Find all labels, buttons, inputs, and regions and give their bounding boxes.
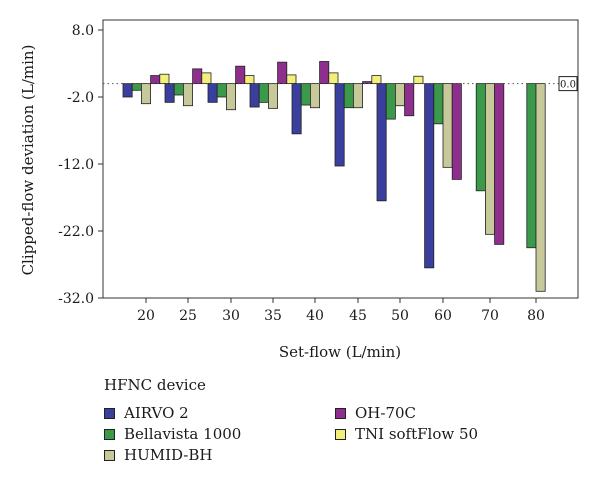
y-tick-label: -12.0 — [58, 157, 94, 173]
legend-item-oh70c: OH-70C — [335, 404, 416, 422]
bar-oh-70c-60 — [451, 83, 462, 180]
x-tick-label: 80 — [527, 308, 545, 324]
bar-oh-70c-70 — [494, 83, 505, 245]
legend-label-airvo2: AIRVO 2 — [124, 404, 189, 422]
x-tick-label: 20 — [137, 308, 155, 324]
x-tick-label: 30 — [222, 308, 240, 324]
bar-bellavista-1000-80 — [526, 83, 537, 249]
bar-oh-70c-30 — [235, 65, 246, 85]
bar-bellavista-1000-60 — [433, 83, 444, 125]
bar-airvo-2-25 — [164, 83, 175, 103]
plot-frame — [102, 19, 579, 299]
x-tick-label: 60 — [434, 308, 452, 324]
x-tick-label: 40 — [306, 308, 324, 324]
legend-swatch-tni — [335, 428, 346, 440]
bar-oh-70c-35 — [277, 61, 288, 85]
legend-swatch-oh70c — [335, 407, 346, 419]
legend-label-bellavista: Bellavista 1000 — [124, 425, 242, 443]
zero-reference-label-box — [558, 76, 578, 92]
bar-humid-bh-30 — [225, 83, 236, 111]
bar-humid-bh-20 — [140, 83, 151, 105]
legend-item-tni: TNI softFlow 50 — [335, 425, 478, 443]
bar-humid-bh-25 — [182, 83, 193, 107]
bar-bellavista-1000-50 — [385, 83, 396, 120]
bar-airvo-2-45 — [334, 83, 345, 167]
bar-oh-70c-20 — [150, 75, 161, 84]
bar-airvo-2-40 — [291, 83, 302, 135]
chart: 8.0 -2.0 -12.0 -22.0 -32.0 20 25 30 35 40 45 50 60 7… — [19, 19, 579, 361]
legend-item-bellavista: Bellavista 1000 — [104, 425, 241, 443]
bar-tni-softflow-50-35 — [286, 74, 297, 84]
bar-bellavista-1000-40 — [300, 83, 311, 106]
bar-tni-softflow-50-30 — [244, 75, 255, 84]
bar-tni-softflow-50-20 — [159, 73, 170, 85]
x-tick-label: 70 — [481, 308, 499, 324]
x-axis-ticks: 20 25 30 35 40 45 50 60 70 80 — [137, 298, 545, 324]
bar-airvo-2-35 — [249, 83, 260, 108]
x-tick-label: 25 — [179, 308, 197, 324]
x-tick-label: 50 — [391, 308, 409, 324]
bar-oh-70c-25 — [192, 68, 203, 85]
y-tick-label: -2.0 — [67, 90, 94, 106]
legend-swatch-bellavista — [104, 428, 115, 440]
bar-bellavista-1000-70 — [475, 83, 486, 192]
legend-title: HFNC device — [104, 376, 206, 394]
y-axis-ticks: 8.0 -2.0 -12.0 -22.0 -32.0 — [58, 23, 103, 307]
bar-bellavista-1000-30 — [216, 83, 227, 98]
bar-airvo-2-30 — [207, 83, 218, 103]
bar-humid-bh-40 — [309, 83, 320, 109]
legend-item-airvo2: AIRVO 2 — [104, 404, 189, 422]
bar-humid-bh-45 — [352, 83, 363, 109]
bar-tni-softflow-50-50 — [413, 75, 424, 85]
bar-tni-softflow-50-40 — [328, 72, 339, 84]
legend: HFNC device AIRVO 2 Bellavista 1000 HUMI… — [104, 376, 564, 476]
bar-humid-bh-70 — [484, 83, 495, 235]
bar-tni-softflow-50-45 — [371, 75, 382, 84]
legend-swatch-airvo2 — [104, 407, 115, 419]
bar-humid-bh-80 — [535, 83, 546, 292]
zero-reference-label: 0.0 — [560, 80, 576, 91]
bar-airvo-2-20 — [122, 83, 133, 98]
bar-oh-70c-40 — [319, 61, 330, 85]
legend-label-humid-bh: HUMID-BH — [124, 446, 213, 464]
bar-group — [122, 61, 546, 292]
legend-label-tni: TNI softFlow 50 — [355, 425, 479, 443]
bar-humid-bh-35 — [267, 83, 278, 109]
x-tick-label: 45 — [349, 308, 367, 324]
bar-bellavista-1000-20 — [131, 83, 142, 91]
legend-swatch-humid-bh — [104, 449, 115, 461]
bar-oh-70c-45 — [362, 81, 373, 84]
bar-airvo-2-60 — [424, 83, 435, 269]
bar-bellavista-1000-35 — [258, 83, 269, 103]
y-axis-title: Clipped-flow deviation (L/min) — [19, 45, 37, 276]
x-tick-label: 35 — [264, 308, 282, 324]
bar-bellavista-1000-45 — [343, 83, 354, 109]
bar-airvo-2-50 — [376, 83, 387, 202]
bar-humid-bh-50 — [394, 83, 405, 107]
y-tick-label: 8.0 — [72, 23, 94, 39]
bar-oh-70c-50 — [404, 83, 415, 117]
bar-bellavista-1000-25 — [173, 83, 184, 96]
legend-item-humid-bh: HUMID-BH — [104, 446, 212, 464]
bar-tni-softflow-50-25 — [201, 72, 212, 84]
legend-label-oh70c: OH-70C — [355, 404, 417, 422]
bar-humid-bh-60 — [442, 83, 453, 168]
y-tick-label: -32.0 — [58, 291, 94, 307]
x-axis-title: Set-flow (L/min) — [279, 343, 401, 361]
y-tick-label: -22.0 — [58, 224, 94, 240]
